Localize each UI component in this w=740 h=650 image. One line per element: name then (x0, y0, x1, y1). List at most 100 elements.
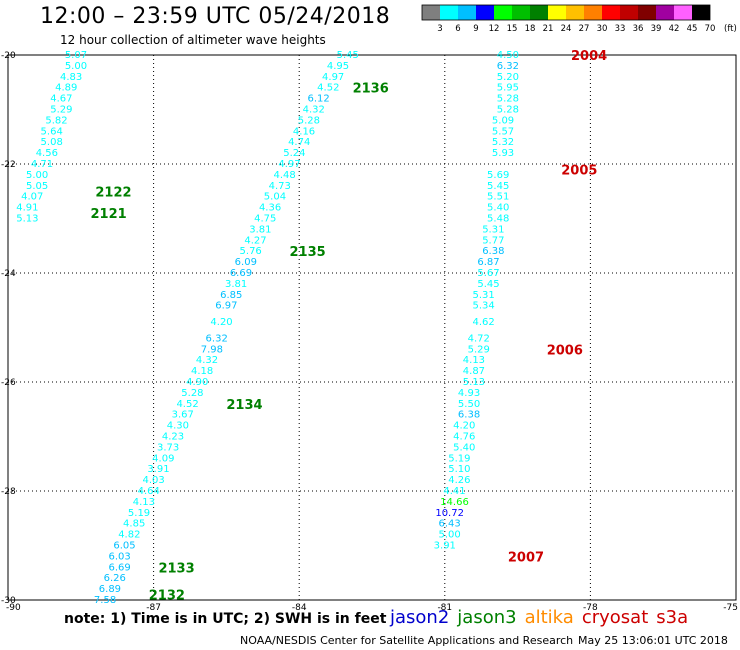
wave-height-value: 5.29 (50, 105, 72, 116)
lat-tick-label: -24 (1, 269, 16, 279)
wave-height-value: 4.20 (453, 421, 475, 432)
colorbar-swatch (548, 5, 566, 20)
wave-height-value: 5.05 (26, 181, 48, 192)
legend-item-altika: altika (524, 607, 574, 628)
track-2122[interactable]: 2122 (95, 185, 131, 200)
wave-height-value: 4.07 (21, 192, 43, 203)
colorbar-tick-label: 70 (705, 24, 716, 34)
footer-note: note: 1) Time is in UTC; 2) SWH is in fe… (64, 611, 387, 627)
page-subtitle: 12 hour collection of altimeter wave hei… (60, 33, 326, 47)
wave-height-value: 5.34 (472, 301, 494, 312)
wave-height-value: 4.72 (468, 333, 490, 344)
colorbar-tick-label: 24 (561, 24, 572, 34)
wave-height-value: 4.41 (443, 486, 465, 497)
wave-height-value: 5.31 (482, 224, 504, 235)
lon-tick-label: -81 (437, 603, 452, 610)
wave-height-value: 5.29 (468, 344, 490, 355)
track-2132[interactable]: 2132 (149, 589, 185, 604)
wave-height-value: 4.09 (152, 453, 174, 464)
wave-height-value: 6.32 (206, 333, 228, 344)
pass-time-label: 2121 (91, 207, 127, 222)
wave-height-value: 5.48 (487, 214, 509, 225)
wave-height-value: 3.91 (434, 541, 456, 552)
wave-height-value: 4.27 (244, 235, 266, 246)
colorbar-tick-label: 42 (669, 24, 680, 34)
pass-time-label: 2006 (547, 343, 583, 358)
colorbar-swatch (656, 5, 674, 20)
colorbar-tick-label: 27 (579, 24, 590, 34)
track-2006[interactable]: 4.62 4.725.294.134.875.134.935.506.384.20… (434, 317, 583, 551)
legend-item-s3a: s3a (656, 607, 689, 628)
wave-height-value: 4.13 (463, 355, 485, 366)
track-2133[interactable]: 2133 (158, 561, 194, 576)
wave-height-value: 4.32 (303, 105, 325, 116)
wave-height-value: 6.38 (458, 410, 480, 421)
colorbar-frame (421, 4, 711, 21)
wave-height-value: 4.74 (288, 137, 310, 148)
wave-height-value: 4.85 (123, 519, 145, 530)
track-2005[interactable]: 5.695.455.515.405.485.315.776.386.875.67… (472, 163, 597, 311)
wave-height-value: 4.23 (162, 432, 184, 443)
track-2135[interactable]: 2135 (289, 245, 325, 260)
wave-height-value: 5.95 (497, 83, 519, 94)
wave-height-value: 5.08 (41, 137, 63, 148)
lon-tick-label: -78 (583, 603, 598, 610)
colorbar-swatch (422, 5, 440, 20)
colorbar-tick-label: 30 (597, 24, 608, 34)
colorbar-tick-label: 39 (651, 24, 662, 34)
wave-height-value: 4.32 (196, 355, 218, 366)
wave-height-value: 4.62 (472, 317, 494, 328)
track-2004[interactable]: 4.506.325.205.955.285.285.095.575.325.93… (492, 49, 607, 159)
colorbar-swatch (602, 5, 620, 20)
pass-time-label: 2135 (289, 245, 325, 260)
wave-height-value: 4.67 (50, 94, 72, 105)
wave-height-value: 5.00 (65, 61, 87, 72)
colorbar-swatch (620, 5, 638, 20)
wave-height-value: 4.52 (176, 399, 198, 410)
track-2121[interactable]: 5.075.004.834.894.675.295.825.645.084.56… (16, 50, 126, 225)
wave-height-value: 6.69 (230, 268, 252, 279)
colorbar-swatch (440, 5, 458, 20)
track-2134[interactable]: 6.327.984.324.184.905.284.523.674.304.23… (94, 333, 263, 606)
legend-item-cryosat: cryosat (581, 607, 649, 628)
wave-height-value: 4.83 (60, 72, 82, 83)
wave-height-value: 3.81 (249, 224, 271, 235)
wave-height-value: 4.03 (142, 475, 164, 486)
colorbar-swatch (476, 5, 494, 20)
wave-height-value: 5.13 (16, 214, 38, 225)
colorbar-swatch (674, 5, 692, 20)
wave-height-value: 4.90 (186, 377, 208, 388)
wave-height-value: 5.19 (128, 508, 150, 519)
wave-height-value: 5.20 (497, 72, 519, 83)
wave-height-value: 4.52 (317, 83, 339, 94)
credit-line: NOAA/NESDIS Center for Satellite Applica… (240, 634, 574, 647)
pass-time-label: 2132 (149, 589, 185, 604)
timestamp: May 25 13:06:01 UTC 2018 (578, 634, 728, 647)
wave-height-value: 4.95 (327, 61, 349, 72)
wave-height-value: 5.40 (487, 203, 509, 214)
pass-time-label: 2005 (561, 163, 597, 178)
wave-height-value: 6.97 (215, 301, 237, 312)
wave-height-value: 5.04 (264, 192, 286, 203)
lat-tick-label: -20 (1, 51, 16, 61)
colorbar-swatch (530, 5, 548, 20)
lat-tick-label: -28 (1, 487, 16, 497)
wave-height-value: 6.89 (99, 584, 121, 595)
wave-height-value: 5.31 (472, 290, 494, 301)
wave-height-value: 4.73 (269, 181, 291, 192)
wave-height-value: 4.36 (259, 203, 281, 214)
track-2136[interactable]: 5.454.954.974.526.124.325.284.164.745.24… (210, 50, 388, 328)
wave-height-value: 4.64 (138, 486, 160, 497)
color-scale-legend: 3 6 9 12 15 18 21 24 27 30 33 36 39 42 45 70 (ft) (421, 4, 737, 34)
wave-height-value: 10.72 (435, 508, 464, 519)
wave-height-value: 4.26 (448, 475, 470, 486)
wave-height-map[interactable]: -90 -87 -84 -81 -78 -75 -20 -22 -24 -26 -28 -30 5.07… (0, 0, 740, 610)
pass-time-label: 2133 (158, 561, 194, 576)
wave-height-value: 5.19 (448, 453, 470, 464)
wave-height-value: 4.97 (278, 159, 300, 170)
track-2007[interactable]: 2007 (508, 550, 544, 565)
lon-tick-label: -87 (146, 603, 161, 610)
wave-height-value: 5.45 (487, 181, 509, 192)
wave-height-value: 5.28 (497, 94, 519, 105)
wave-height-value: 6.85 (220, 290, 242, 301)
